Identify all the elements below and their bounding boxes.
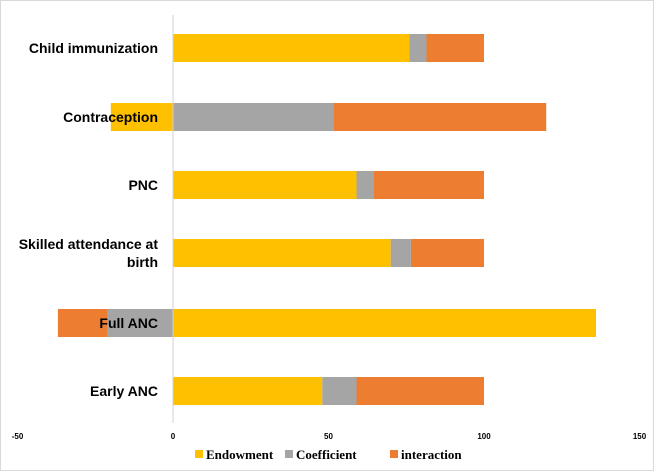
bar-interaction-4 <box>57 309 108 337</box>
category-label-0: Child immunization <box>29 40 158 56</box>
bar-coefficient-1 <box>173 103 334 131</box>
category-label-5: Early ANC <box>90 383 158 399</box>
legend-swatch-endowment <box>195 450 203 458</box>
bar-coefficient-4 <box>107 309 173 337</box>
x-tick-0: -50 <box>12 432 24 441</box>
bar-interaction-5 <box>356 377 484 405</box>
bar-endowment-2 <box>173 171 357 199</box>
legend-swatch-coefficient <box>285 450 293 458</box>
bar-coefficient-3 <box>390 239 411 267</box>
bar-interaction-1 <box>333 103 547 131</box>
category-label-4: Full ANC <box>99 315 158 331</box>
category-label-1: Contraception <box>63 109 158 125</box>
bar-endowment-1 <box>110 103 173 131</box>
category-label-2: PNC <box>128 177 158 193</box>
bar-interaction-0 <box>426 34 484 62</box>
x-tick-labels: -50 0 50 100 150 <box>12 432 647 441</box>
bars-group <box>57 34 596 405</box>
bar-endowment-5 <box>173 377 323 405</box>
category-labels: Child immunization Contraception PNC Skille… <box>19 40 159 399</box>
x-tick-4: 150 <box>633 432 647 441</box>
bar-endowment-0 <box>173 34 410 62</box>
bar-interaction-3 <box>410 239 484 267</box>
legend-swatch-interaction <box>390 450 398 458</box>
x-tick-3: 100 <box>477 432 491 441</box>
bar-coefficient-0 <box>409 34 427 62</box>
bar-interaction-2 <box>373 171 484 199</box>
legend-label-interaction: interaction <box>401 447 462 462</box>
legend-label-endowment: Endowment <box>206 447 274 462</box>
category-label-3: Skilled attendance at birth <box>19 236 159 270</box>
legend-label-coefficient: Coefficient <box>296 447 357 462</box>
x-tick-2: 50 <box>324 432 333 441</box>
legend: Endowment Coefficient interaction <box>195 447 462 462</box>
bar-endowment-4 <box>173 309 596 337</box>
bar-coefficient-5 <box>322 377 357 405</box>
x-tick-1: 0 <box>171 432 176 441</box>
bar-endowment-3 <box>173 239 391 267</box>
bar-coefficient-2 <box>356 171 374 199</box>
